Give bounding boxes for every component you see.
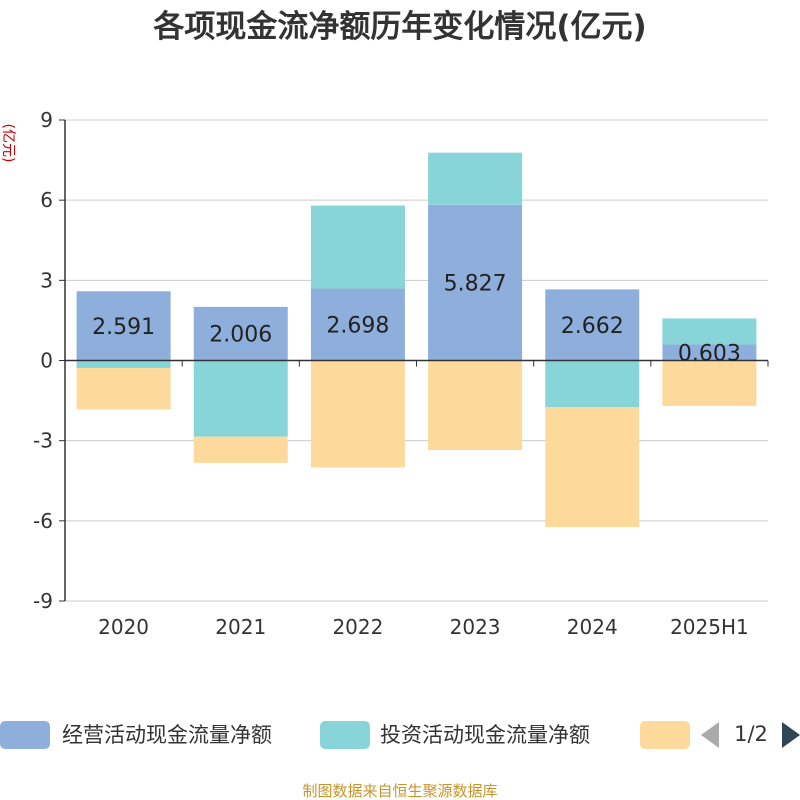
bar-segment bbox=[545, 360, 640, 408]
bar-segment bbox=[76, 291, 171, 361]
y-tick-label: -9 bbox=[33, 589, 53, 613]
legend-swatch[interactable] bbox=[320, 721, 370, 749]
bar-segment bbox=[428, 360, 523, 451]
y-tick-label: -6 bbox=[33, 509, 53, 533]
legend-page-indicator: 1/2 bbox=[734, 722, 768, 746]
y-axis-unit-label: (亿元) bbox=[0, 124, 16, 163]
bar-segment bbox=[310, 360, 405, 468]
y-tick-label: -3 bbox=[33, 429, 53, 453]
bar-segment bbox=[76, 367, 171, 410]
chart-title: 各项现金流净额历年变化情况(亿元) bbox=[152, 9, 646, 45]
legend-label[interactable]: 投资活动现金流量净额 bbox=[380, 723, 590, 747]
x-tick-label: 2020 bbox=[98, 615, 149, 639]
bar-segment bbox=[76, 360, 171, 368]
bar-segment bbox=[545, 407, 640, 527]
bar-segment bbox=[662, 318, 757, 345]
bar-segment bbox=[193, 306, 288, 361]
bar-segment bbox=[662, 360, 757, 406]
legend-swatch[interactable] bbox=[0, 721, 50, 749]
bar-data-label: 2.591 bbox=[92, 315, 155, 340]
bar-data-label: 5.827 bbox=[444, 272, 507, 297]
bar-segment bbox=[193, 360, 288, 437]
legend-pager: 1/2 bbox=[701, 722, 800, 748]
bar-segment bbox=[545, 289, 640, 361]
legend-label[interactable]: 经营活动现金流量净额 bbox=[62, 723, 272, 747]
legend-swatch[interactable] bbox=[640, 721, 690, 749]
bar-data-label: 2.698 bbox=[326, 313, 389, 338]
bar-data-label: 2.006 bbox=[209, 323, 272, 348]
x-tick-label: 2022 bbox=[332, 615, 383, 639]
legend-next-arrow-icon[interactable] bbox=[782, 722, 800, 748]
bar-segment bbox=[193, 436, 288, 463]
bar-data-label: 0.603 bbox=[678, 341, 741, 366]
bar-segment bbox=[310, 205, 405, 289]
y-tick-label: 9 bbox=[40, 108, 53, 132]
bar-segment bbox=[662, 344, 757, 361]
data-source-note: 制图数据来自恒生聚源数据库 bbox=[302, 782, 497, 800]
y-tick-label: 6 bbox=[40, 188, 53, 212]
x-tick-label: 2023 bbox=[450, 615, 501, 639]
bar-segment bbox=[310, 288, 405, 361]
legend: 经营活动现金流量净额 投资活动现金流量净额 bbox=[0, 721, 690, 749]
bar-segment bbox=[428, 152, 523, 205]
axes: 9 6 3 0 -3 -6 -9 2020 2021 2022 2023 2024 2025H1 bbox=[33, 108, 769, 639]
x-tick-label: 2024 bbox=[567, 615, 618, 639]
bars bbox=[76, 152, 757, 527]
data-labels: 2.591 2.006 2.698 5.827 2.662 0.603 bbox=[92, 272, 741, 367]
y-tick-label: 0 bbox=[40, 349, 53, 373]
x-tick-label: 2025H1 bbox=[670, 615, 749, 639]
bar-data-label: 2.662 bbox=[561, 314, 624, 339]
legend-prev-arrow-icon[interactable] bbox=[701, 722, 719, 748]
y-tick-label: 3 bbox=[40, 268, 53, 292]
bar-segment bbox=[428, 204, 523, 361]
x-tick-label: 2021 bbox=[215, 615, 266, 639]
